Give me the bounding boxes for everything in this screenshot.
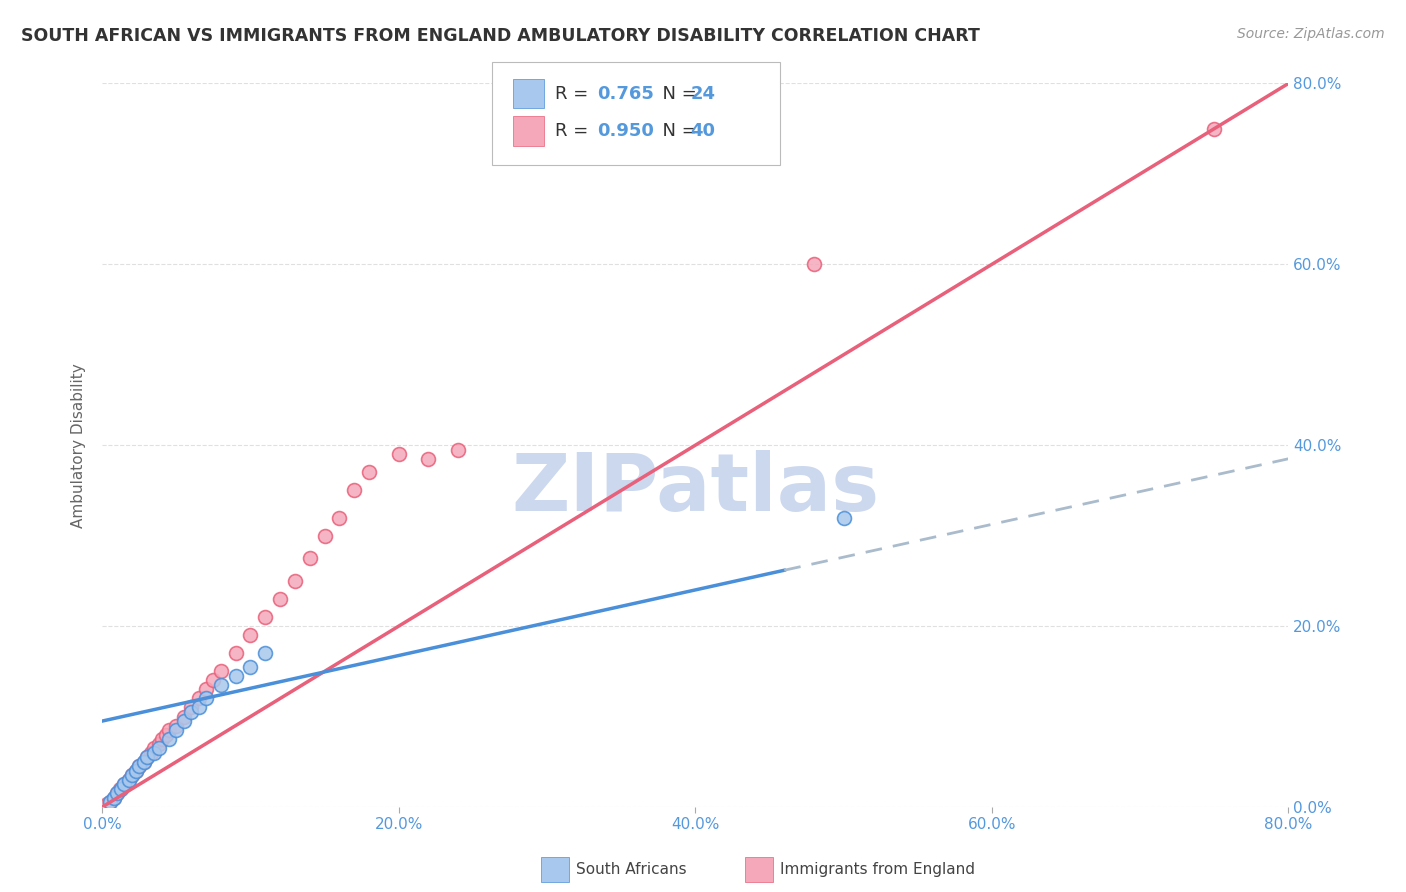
Text: 24: 24 <box>690 85 716 103</box>
Point <box>103 791 125 805</box>
Point <box>832 510 855 524</box>
Point <box>202 673 225 688</box>
Point <box>108 781 131 796</box>
Text: SOUTH AFRICAN VS IMMIGRANTS FROM ENGLAND AMBULATORY DISABILITY CORRELATION CHART: SOUTH AFRICAN VS IMMIGRANTS FROM ENGLAND… <box>21 27 980 45</box>
Text: N =: N = <box>651 85 703 103</box>
Point <box>314 529 336 543</box>
Point <box>165 718 187 732</box>
Point <box>1204 121 1226 136</box>
Point <box>180 700 202 714</box>
Point <box>328 510 350 524</box>
Point <box>155 728 177 742</box>
Point <box>98 796 121 810</box>
Point <box>121 768 143 782</box>
Y-axis label: Ambulatory Disability: Ambulatory Disability <box>72 363 86 527</box>
Point <box>195 682 218 697</box>
Text: ZIPatlas: ZIPatlas <box>512 450 879 528</box>
Point <box>103 791 125 805</box>
Point <box>165 723 187 738</box>
Point <box>135 750 157 764</box>
Point <box>388 447 411 461</box>
Point <box>269 591 291 606</box>
Text: R =: R = <box>555 85 595 103</box>
Point <box>225 669 247 683</box>
Point <box>157 732 180 747</box>
Point <box>195 691 218 706</box>
Point <box>298 551 321 566</box>
Text: South Africans: South Africans <box>576 863 688 877</box>
Point <box>118 772 141 787</box>
Point <box>209 665 232 679</box>
Point <box>173 714 195 728</box>
Text: N =: N = <box>651 122 703 140</box>
Text: 0.950: 0.950 <box>598 122 654 140</box>
Point <box>96 797 118 812</box>
Point <box>125 764 148 778</box>
Point <box>254 610 277 624</box>
Point <box>150 732 173 747</box>
Point <box>343 483 366 498</box>
Text: 40: 40 <box>690 122 716 140</box>
Point <box>239 628 262 642</box>
Text: R =: R = <box>555 122 595 140</box>
Point <box>132 755 155 769</box>
Point <box>98 796 121 810</box>
Point <box>803 257 825 271</box>
Point <box>105 786 128 800</box>
Point <box>128 759 150 773</box>
Point <box>447 442 470 457</box>
Point <box>173 709 195 723</box>
Point <box>239 660 262 674</box>
Text: 0.765: 0.765 <box>598 85 654 103</box>
Point <box>135 750 157 764</box>
Point <box>128 759 150 773</box>
Text: Source: ZipAtlas.com: Source: ZipAtlas.com <box>1237 27 1385 41</box>
Point <box>118 772 141 787</box>
Point <box>180 705 202 719</box>
Point <box>225 646 247 660</box>
Point <box>143 741 166 756</box>
Point <box>187 700 209 714</box>
Point <box>148 737 170 751</box>
Point <box>187 691 209 706</box>
Point <box>110 781 132 796</box>
Point <box>132 755 155 769</box>
Point <box>114 777 136 791</box>
Point <box>143 746 166 760</box>
Point <box>105 786 128 800</box>
Point <box>254 646 277 660</box>
Point <box>359 466 381 480</box>
Point <box>418 451 440 466</box>
Point <box>114 777 136 791</box>
Point <box>209 678 232 692</box>
Point <box>284 574 307 588</box>
Point <box>121 768 143 782</box>
Point <box>125 764 148 778</box>
Text: Immigrants from England: Immigrants from England <box>780 863 976 877</box>
Point <box>148 741 170 756</box>
Point <box>139 746 162 760</box>
Point <box>157 723 180 738</box>
